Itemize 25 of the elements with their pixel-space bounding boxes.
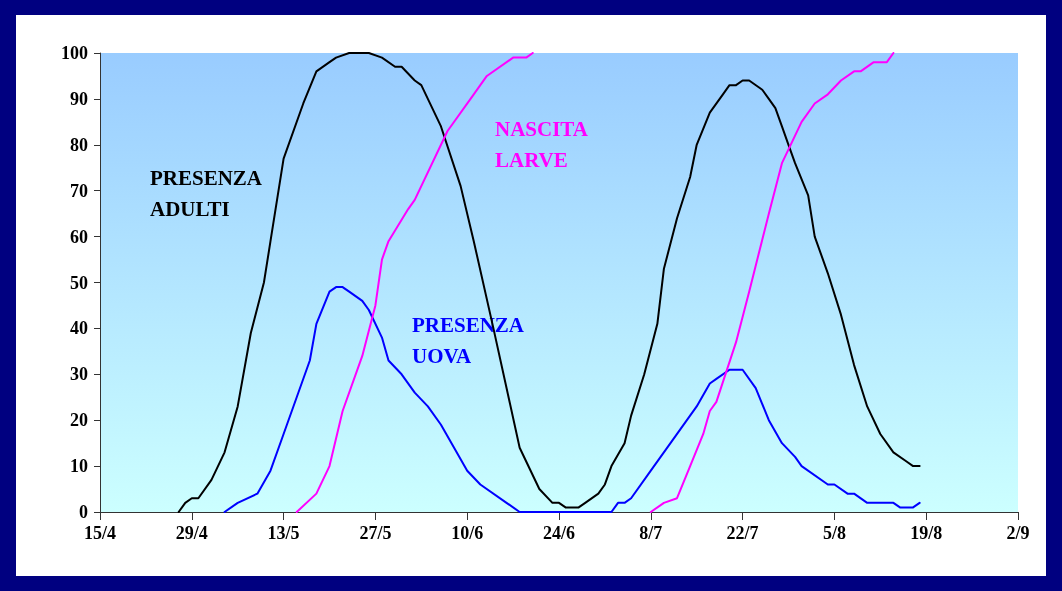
y-tick-label: 90 <box>70 88 88 109</box>
y-tick-label: 100 <box>61 43 88 63</box>
x-tick-label: 15/4 <box>83 523 117 543</box>
series-label: PRESENZA ADULTI <box>150 165 263 221</box>
x-tick-label: 29/4 <box>175 523 208 543</box>
x-tick-label: 19/8 <box>910 523 943 543</box>
x-tick-label: 24/6 <box>542 523 576 543</box>
y-tick-label: 30 <box>70 364 88 385</box>
y-tick-label: 80 <box>70 134 88 155</box>
x-tick-label: 13/5 <box>267 523 300 543</box>
series-label: NASCITA LARVE <box>495 116 589 172</box>
y-tick-label: 40 <box>70 318 88 339</box>
x-tick-label: 8/7 <box>639 523 663 543</box>
y-tick-label: 50 <box>70 272 88 293</box>
y-tick-label: 70 <box>70 180 88 201</box>
x-tick-label: 10/6 <box>451 523 484 543</box>
x-tick-label: 2/9 <box>1006 523 1030 543</box>
x-tick-label: 27/5 <box>359 523 392 543</box>
y-tick-label: 60 <box>70 226 88 247</box>
y-tick-label: 10 <box>70 456 88 477</box>
x-tick-label: 22/7 <box>726 523 759 543</box>
line-series <box>223 286 921 513</box>
x-tick-label: 5/8 <box>822 523 846 543</box>
y-tick-label: 20 <box>70 410 88 431</box>
y-tick-label: 0 <box>79 502 88 522</box>
